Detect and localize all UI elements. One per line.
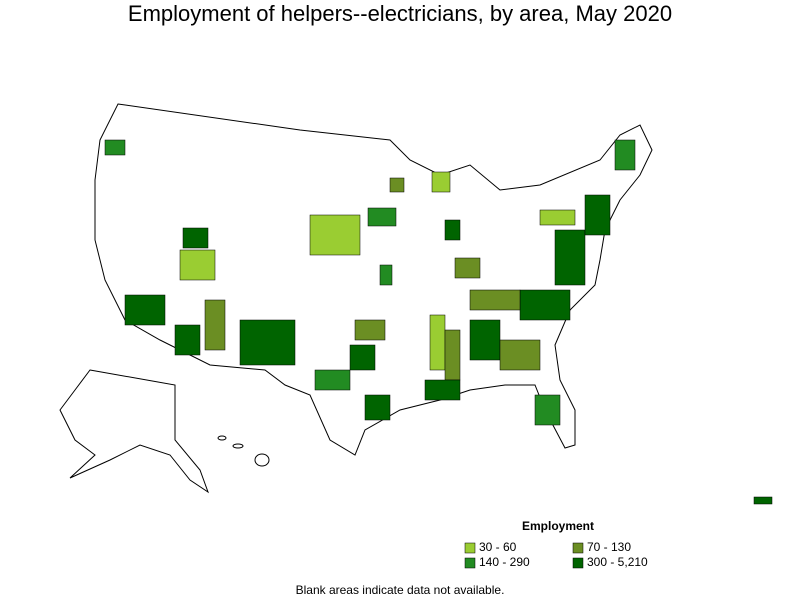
legend-label: 140 - 290: [479, 555, 530, 569]
hawaii: [217, 435, 270, 467]
area: [753, 496, 773, 505]
legend-swatch: [464, 542, 476, 554]
area: [539, 209, 576, 226]
area: [534, 394, 561, 426]
area-shading: [104, 139, 773, 505]
area: [124, 294, 166, 326]
area: [364, 394, 391, 421]
area: [354, 319, 386, 341]
legend-label: 70 - 130: [587, 540, 631, 554]
area: [469, 289, 521, 311]
legend-swatch: [572, 557, 584, 569]
area: [444, 219, 461, 241]
area: [379, 264, 393, 286]
footnote: Blank areas indicate data not available.: [296, 583, 505, 597]
area: [424, 379, 461, 401]
area: [174, 324, 201, 356]
area: [309, 214, 361, 256]
area: [614, 139, 636, 171]
map-title: Employment of helpers--electricians, by …: [128, 1, 672, 26]
area: [367, 207, 397, 227]
area: [519, 289, 571, 321]
legend-label: 300 - 5,210: [587, 555, 648, 569]
area: [179, 249, 216, 281]
area: [389, 177, 405, 193]
alaska: [59, 369, 209, 494]
area: [429, 314, 446, 371]
area: [469, 319, 501, 361]
area: [104, 139, 126, 156]
area: [349, 344, 376, 371]
area: [499, 339, 541, 371]
area: [454, 257, 481, 279]
legend: 30 - 60 70 - 130 140 - 290 300 - 5,210: [464, 540, 648, 569]
legend-swatch: [464, 557, 476, 569]
map: [59, 103, 773, 505]
island: [217, 435, 227, 441]
area: [431, 171, 451, 193]
area: [314, 369, 351, 391]
area: [204, 299, 226, 351]
area: [182, 227, 209, 249]
island: [232, 443, 244, 449]
legend-title: Employment: [522, 519, 594, 533]
island: [254, 453, 270, 467]
legend-swatch: [572, 542, 584, 554]
legend-label: 30 - 60: [479, 540, 517, 554]
area: [554, 229, 586, 286]
area: [584, 194, 611, 236]
area: [239, 319, 296, 366]
area: [444, 329, 461, 381]
